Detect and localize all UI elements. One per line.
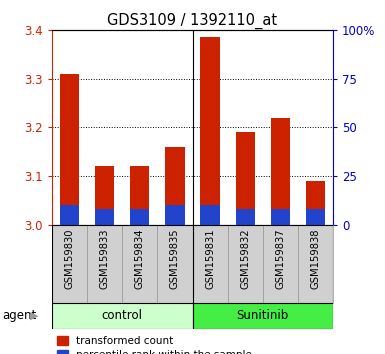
Bar — [165, 147, 184, 225]
Bar — [236, 132, 255, 225]
FancyBboxPatch shape — [52, 225, 87, 303]
FancyBboxPatch shape — [298, 225, 333, 303]
Bar — [60, 74, 79, 225]
Bar — [95, 209, 114, 225]
Title: GDS3109 / 1392110_at: GDS3109 / 1392110_at — [107, 12, 278, 29]
Bar — [130, 166, 149, 225]
Bar — [165, 205, 184, 225]
Text: GSM159835: GSM159835 — [170, 229, 180, 289]
Text: control: control — [102, 309, 143, 322]
Text: Sunitinib: Sunitinib — [237, 309, 289, 322]
Text: agent: agent — [2, 309, 36, 322]
Text: GSM159831: GSM159831 — [205, 229, 215, 289]
Text: ▶: ▶ — [30, 311, 38, 321]
FancyBboxPatch shape — [228, 225, 263, 303]
FancyBboxPatch shape — [157, 225, 192, 303]
Bar — [271, 209, 290, 225]
Bar — [306, 209, 325, 225]
FancyBboxPatch shape — [263, 225, 298, 303]
Bar — [271, 118, 290, 225]
Text: GSM159830: GSM159830 — [65, 229, 75, 289]
Bar — [201, 205, 220, 225]
Text: GSM159838: GSM159838 — [310, 229, 320, 289]
Bar — [236, 209, 255, 225]
Text: GSM159832: GSM159832 — [240, 229, 250, 289]
FancyBboxPatch shape — [192, 303, 333, 329]
Bar — [306, 181, 325, 225]
Text: GSM159837: GSM159837 — [275, 229, 285, 289]
FancyBboxPatch shape — [192, 225, 228, 303]
Text: GSM159834: GSM159834 — [135, 229, 145, 289]
Text: GSM159833: GSM159833 — [100, 229, 110, 289]
Bar — [201, 38, 220, 225]
Legend: transformed count, percentile rank within the sample: transformed count, percentile rank withi… — [57, 336, 252, 354]
Bar — [130, 209, 149, 225]
FancyBboxPatch shape — [52, 303, 192, 329]
Bar — [60, 205, 79, 225]
Bar — [95, 166, 114, 225]
FancyBboxPatch shape — [87, 225, 122, 303]
FancyBboxPatch shape — [122, 225, 157, 303]
